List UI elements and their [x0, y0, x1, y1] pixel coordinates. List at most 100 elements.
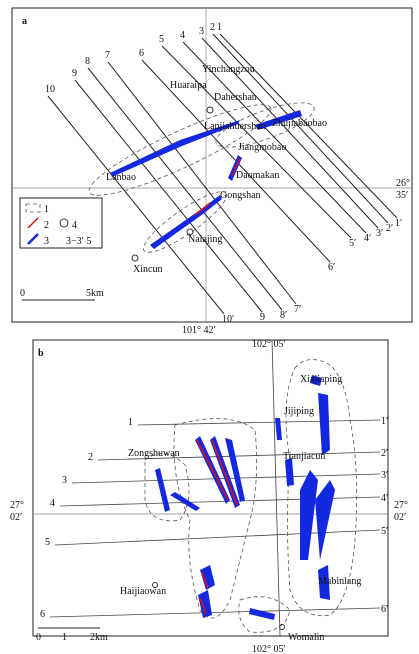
coordinate: 27° — [394, 500, 408, 511]
profile-label: 3 — [199, 26, 204, 37]
profile-line — [201, 37, 379, 229]
profile-line — [74, 79, 263, 313]
ore — [275, 418, 294, 486]
symbol — [279, 624, 285, 630]
profile-label: 5 — [159, 34, 164, 45]
coordinate: 102° 05′ — [252, 644, 286, 654]
place-name: Zongshuwan — [128, 448, 180, 459]
place-name: Xincun — [133, 264, 162, 275]
coordinate: 101° 42′ — [182, 325, 216, 336]
scale-label: 0 — [20, 288, 25, 299]
meridian — [271, 339, 281, 637]
legend-sym — [27, 233, 39, 245]
profile-label: 10′ — [222, 314, 234, 325]
profile-line — [107, 61, 297, 305]
coordinate: 102° 05′ — [252, 339, 286, 350]
ore-bodies-a — [88, 102, 315, 262]
profile-label: 3′ — [381, 470, 388, 481]
place-name: Lanjiahuershan — [204, 121, 266, 132]
profile-label: 4′ — [364, 233, 371, 244]
coordinate: 35′ — [396, 190, 408, 201]
panel-label: b — [38, 348, 44, 359]
place-name: Daomakan — [236, 170, 279, 181]
ore — [195, 436, 245, 508]
profile-line — [54, 529, 381, 546]
profile-label: 1′ — [395, 218, 402, 229]
place-name: Dahershan — [214, 92, 257, 103]
ore-bodies-b — [144, 359, 358, 633]
profile-label: 7 — [105, 50, 110, 61]
place-name: Haijiaowan — [120, 586, 166, 597]
ore-red — [199, 571, 209, 615]
place-name: Jiangmobao — [238, 142, 286, 153]
place-name: Huaraipa — [170, 80, 207, 91]
ore — [110, 120, 240, 177]
ore — [310, 375, 330, 455]
place-name: Lanbao — [106, 172, 136, 183]
profile-label: 4 — [180, 30, 185, 41]
profile-line — [49, 607, 381, 618]
profile-label: 2′ — [381, 448, 388, 459]
symbol — [131, 254, 139, 262]
coordinate: 02′ — [10, 512, 22, 523]
legend-sym — [25, 203, 41, 213]
profile-label: 2 — [88, 452, 93, 463]
profile-label: 2′ — [386, 223, 393, 234]
profile-label: 4′ — [381, 493, 388, 504]
outline — [144, 453, 190, 522]
ore-red — [231, 157, 241, 177]
profile-lines — [47, 33, 398, 315]
profile-line — [182, 41, 367, 234]
frame-b — [32, 339, 389, 637]
profile-label: 5′ — [381, 526, 388, 537]
profile-label: 9 — [72, 68, 77, 79]
profile-label: 7′ — [294, 304, 301, 315]
legend-box — [19, 197, 103, 249]
legend-label: 1 — [44, 204, 49, 215]
profile-label: 8′ — [280, 310, 287, 321]
legend-label: 4 — [72, 220, 77, 231]
profile-label: 5′ — [349, 238, 356, 249]
profile-line — [47, 95, 225, 315]
scale-label: 0 — [36, 632, 41, 643]
profile-label: 6 — [139, 48, 144, 59]
place-name: Womalin — [288, 632, 324, 643]
profile-label: 3 — [62, 475, 67, 486]
profile-label: 10 — [45, 84, 55, 95]
profile-line — [219, 33, 398, 219]
profile-label: 3′ — [376, 228, 383, 239]
coordinate: 02′ — [394, 512, 406, 523]
profile-line — [212, 33, 389, 224]
legend-sym — [27, 217, 39, 229]
profile-line — [87, 67, 283, 311]
scale-label: 1 — [62, 632, 67, 643]
ore-red — [196, 439, 238, 506]
legend-label: 3 — [44, 236, 49, 247]
symbol — [152, 582, 158, 588]
outline — [215, 102, 315, 148]
place-name: Gongshan — [220, 190, 261, 201]
coordinate: 27° — [10, 500, 24, 511]
legend-label: 2 — [44, 220, 49, 231]
profile-label: 1 — [217, 22, 222, 33]
outline — [173, 418, 258, 619]
place-name: Nalajing — [188, 234, 222, 245]
ore-red — [194, 202, 211, 216]
ore — [155, 468, 200, 512]
profile-label: 6′ — [381, 604, 388, 615]
legend-label: 3−3′ 5 — [66, 236, 91, 247]
outline — [143, 191, 227, 253]
place-name: Xiajiaping — [300, 374, 342, 385]
symbol — [206, 106, 214, 114]
profile-label: 8 — [85, 56, 90, 67]
profile-line — [97, 451, 381, 461]
ore — [255, 110, 302, 130]
place-name: Yinchangzou — [202, 64, 255, 75]
scale-label: 5km — [86, 288, 104, 299]
profile-label: 1 — [128, 417, 133, 428]
profile-line — [137, 419, 381, 426]
frame-a — [11, 7, 413, 323]
ore — [198, 565, 215, 618]
scale-label: 2km — [90, 632, 108, 643]
